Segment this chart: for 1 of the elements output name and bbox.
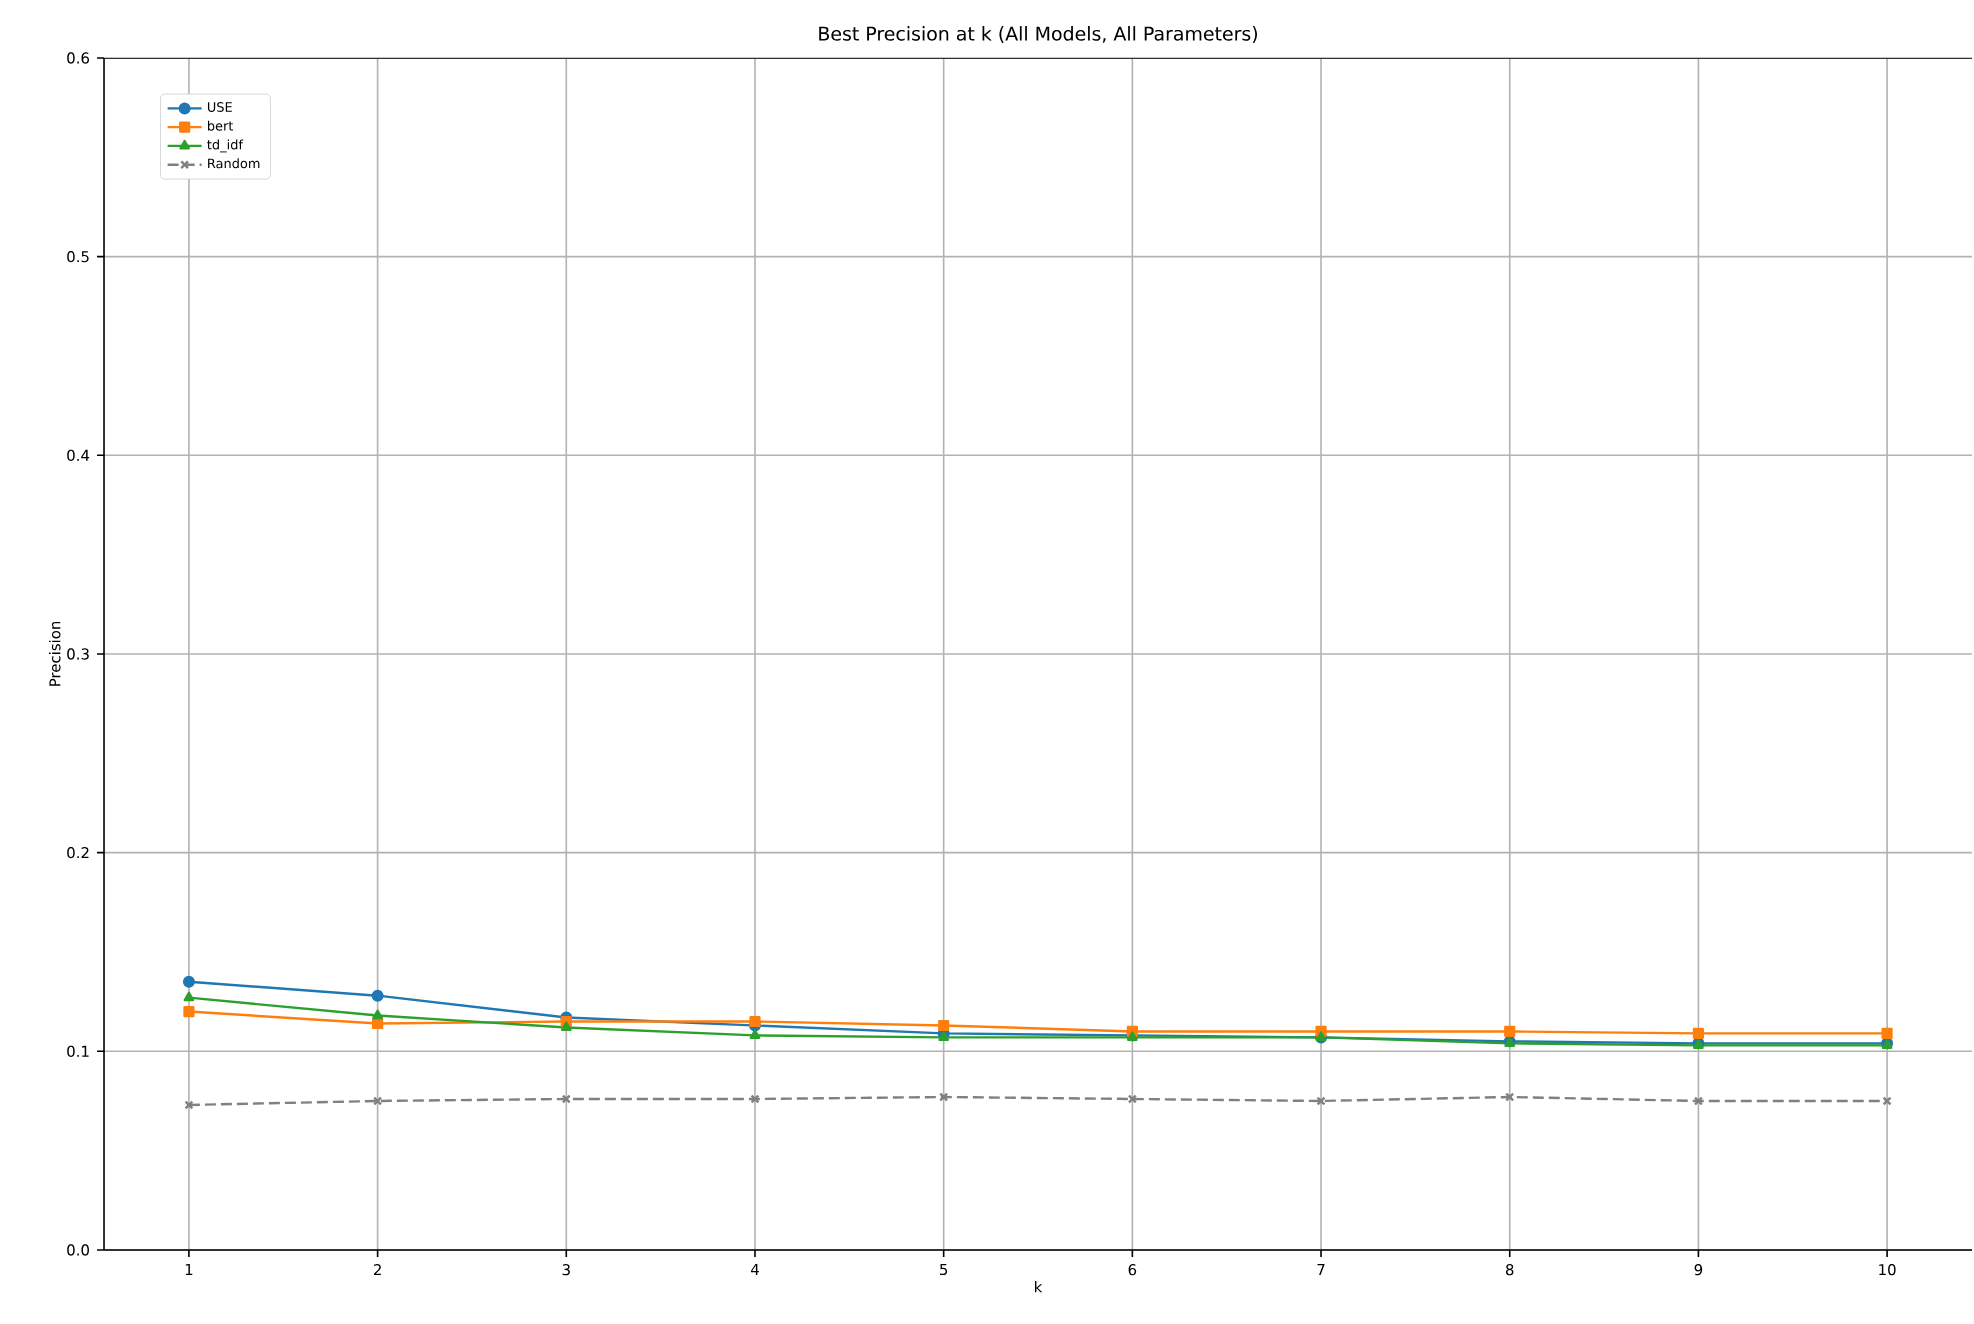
chart-title: Best Precision at k (All Models, All Parameters) [819, 26, 1258, 43]
